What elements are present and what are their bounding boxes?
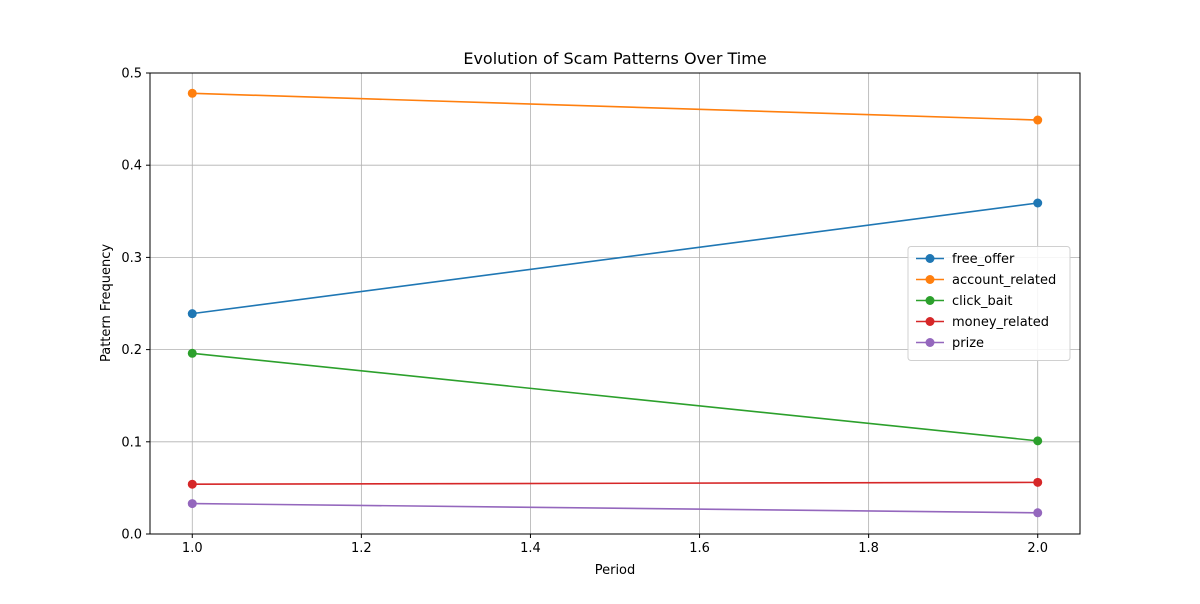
data-point — [1033, 115, 1043, 125]
legend-swatch-marker — [925, 254, 935, 263]
legend-item-money_related: money_related — [916, 315, 1049, 330]
x-axis-label: Period — [595, 563, 636, 578]
legend-swatch-marker — [925, 338, 935, 347]
axis-ticks: 1.0 1.2 1.4 1.6 1.8 2.0 0.0 0.1 0.2 0.3 0.4 0.5 — [121, 67, 1048, 557]
legend-label: money_related — [952, 315, 1049, 330]
x-tick-label: 2.0 — [1027, 541, 1048, 556]
y-tick-label: 0.2 — [121, 343, 142, 358]
legend-label: account_related — [952, 273, 1056, 288]
series-line — [192, 202, 1038, 315]
legend-label: free_offer — [952, 252, 1015, 267]
data-point — [1033, 198, 1043, 208]
legend-label: prize — [952, 336, 984, 351]
chart-title: Evolution of Scam Patterns Over Time — [463, 49, 766, 68]
plot-frame — [149, 72, 1081, 535]
data-point — [187, 88, 197, 98]
data-point — [187, 348, 197, 358]
x-tick-label: 1.4 — [520, 541, 541, 556]
data-point — [187, 499, 197, 509]
legend-swatch-marker — [925, 296, 935, 305]
series-line — [192, 502, 1038, 514]
legend-box — [907, 246, 1071, 361]
legend-swatch-marker — [925, 317, 935, 326]
x-tick-label: 1.0 — [182, 541, 203, 556]
legend-item-prize: prize — [916, 336, 984, 351]
series-line — [192, 481, 1038, 486]
y-tick-label: 0.1 — [121, 435, 142, 450]
series-click_bait — [187, 348, 1043, 446]
series-money_related — [187, 477, 1043, 489]
data-point — [1033, 436, 1043, 446]
y-tick-label: 0.0 — [121, 528, 142, 543]
legend-item-free_offer: free_offer — [916, 252, 1015, 267]
y-axis-label: Pattern Frequency — [99, 244, 114, 362]
legend: free_offer account_related click_baitmoney… — [907, 246, 1071, 361]
legend-swatch-marker — [925, 275, 935, 284]
legend-label: click_bait — [952, 294, 1012, 309]
legend-item-account_related: account_related — [916, 273, 1056, 288]
series-line — [192, 92, 1038, 121]
series-free_offer — [187, 198, 1043, 319]
data-point — [187, 479, 197, 489]
legend-item-click_bait: click_bait — [916, 294, 1012, 309]
x-tick-label: 1.6 — [689, 541, 710, 556]
y-tick-label: 0.3 — [121, 251, 142, 266]
series-account_related — [187, 88, 1043, 125]
data-point — [1033, 477, 1043, 487]
y-tick-label: 0.4 — [121, 159, 142, 174]
series-layer — [187, 88, 1043, 518]
data-point — [1033, 508, 1043, 518]
x-tick-label: 1.2 — [351, 541, 372, 556]
series-line — [192, 352, 1038, 442]
data-point — [187, 309, 197, 319]
y-tick-label: 0.5 — [121, 67, 142, 82]
x-tick-label: 1.8 — [858, 541, 879, 556]
series-prize — [187, 499, 1043, 518]
